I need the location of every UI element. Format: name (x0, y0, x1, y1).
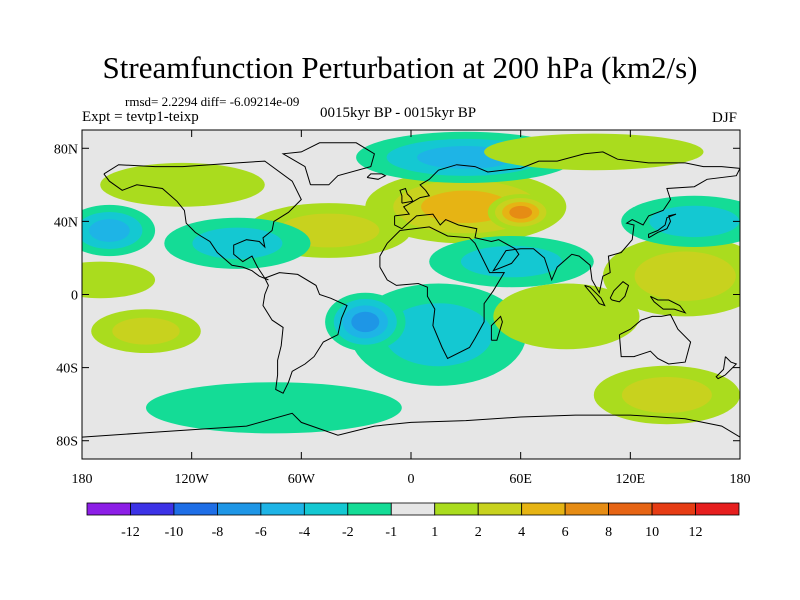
colorbar-box (477, 502, 523, 516)
coastline-eurasia (394, 151, 740, 295)
colorbar-box (130, 502, 175, 516)
x-tick-label: 180 (730, 472, 751, 487)
contour-region-16-0 (146, 382, 402, 434)
coastline-new-guinea (649, 295, 687, 314)
y-tick-label: 40N (54, 215, 78, 230)
colorbar-box (260, 502, 305, 516)
colorbar-label: -2 (342, 525, 354, 540)
colorbar-label: 4 (518, 525, 525, 540)
colorbar-box (651, 502, 696, 516)
coastline-borneo (609, 281, 630, 303)
coastline-australia (618, 314, 692, 365)
colorbar: -12 -10 -8 -6 -4 -2 -1 1 2 4 6 8 10 12 (86, 502, 740, 540)
colorbar-label: -8 (212, 525, 224, 540)
x-tick-label: 60E (509, 472, 532, 487)
colorbar-box (86, 502, 131, 516)
contour-region-3-3 (509, 205, 533, 219)
contour-region-15-1 (621, 377, 712, 413)
contour-region-11-1 (112, 317, 180, 345)
contour-region-9-2 (89, 219, 130, 242)
map-layer (82, 130, 740, 459)
colorbar-box (564, 502, 610, 516)
y-tick-label: 80S (56, 435, 78, 450)
colorbar-box (303, 502, 349, 516)
colorbar-box (347, 502, 392, 516)
contour-region-13-1 (649, 205, 740, 238)
y-tick-label: 80N (54, 142, 78, 157)
contour-region-17-0 (484, 133, 704, 171)
x-tick-label: 60W (288, 472, 316, 487)
coastline-south-america (262, 272, 348, 394)
colorbar-box (521, 502, 566, 516)
coastline-north-america (103, 160, 302, 281)
chart-title: Streamfunction Perturbation at 200 hPa (… (102, 50, 698, 85)
colorbar-label: 1 (431, 525, 438, 540)
colorbar-label: -6 (255, 525, 267, 540)
colorbar-label: 10 (645, 525, 659, 540)
contour-region-10-0 (82, 261, 156, 299)
coastline-madagascar (490, 315, 503, 341)
experiment-label: Expt = tevtp1-teixp (82, 109, 199, 125)
coastline-japan (648, 213, 677, 239)
y-tick-label: 0 (71, 289, 78, 304)
stats-label: rmsd= 2.2294 diff= -6.09214e-09 (125, 94, 300, 109)
contour-region-5-1 (460, 245, 563, 278)
x-tick-label: 180 (72, 472, 93, 487)
colorbar-label: 6 (562, 525, 569, 540)
coastline-greenland (281, 142, 375, 186)
coastline-africa (379, 226, 506, 360)
period-label: 0015kyr BP - 0015kyr BP (320, 105, 477, 121)
coastline-sumatra (584, 284, 606, 307)
x-tick-label: 0 (408, 472, 415, 487)
y-tick-label: 40S (56, 362, 78, 377)
colorbar-box (390, 502, 436, 516)
coastline-uk (399, 187, 414, 204)
contour-region-8-0 (100, 162, 265, 207)
colorbar-box (173, 502, 218, 516)
colorbar-label: -12 (121, 525, 140, 540)
contour-region-14-0 (493, 283, 640, 350)
coastline-new-zealand (715, 356, 738, 380)
contour-fill-layer (82, 131, 740, 434)
contour-region-1-3 (351, 311, 380, 333)
colorbar-label: -4 (298, 525, 310, 540)
season-label: DJF (712, 110, 738, 126)
colorbar-box (608, 502, 653, 516)
x-tick-label: 120E (616, 472, 646, 487)
colorbar-label: 8 (605, 525, 612, 540)
axis-layer: 180 120W 60W 0 60E 120E 180 80N 40N 0 40S 80S (54, 130, 751, 487)
colorbar-label: -10 (165, 525, 184, 540)
colorbar-box (434, 502, 479, 516)
colorbar-box (695, 502, 740, 516)
coastline-iceland (366, 173, 387, 180)
contour-region-0-1 (384, 303, 493, 367)
colorbar-label: 12 (689, 525, 703, 540)
coastline-layer (82, 142, 740, 438)
x-tick-label: 120W (175, 472, 210, 487)
colorbar-label: -1 (385, 525, 397, 540)
colorbar-box (216, 502, 262, 516)
colorbar-label: 2 (475, 525, 482, 540)
contour-region-12-1 (634, 251, 736, 301)
coastline-antarctica (82, 412, 740, 438)
